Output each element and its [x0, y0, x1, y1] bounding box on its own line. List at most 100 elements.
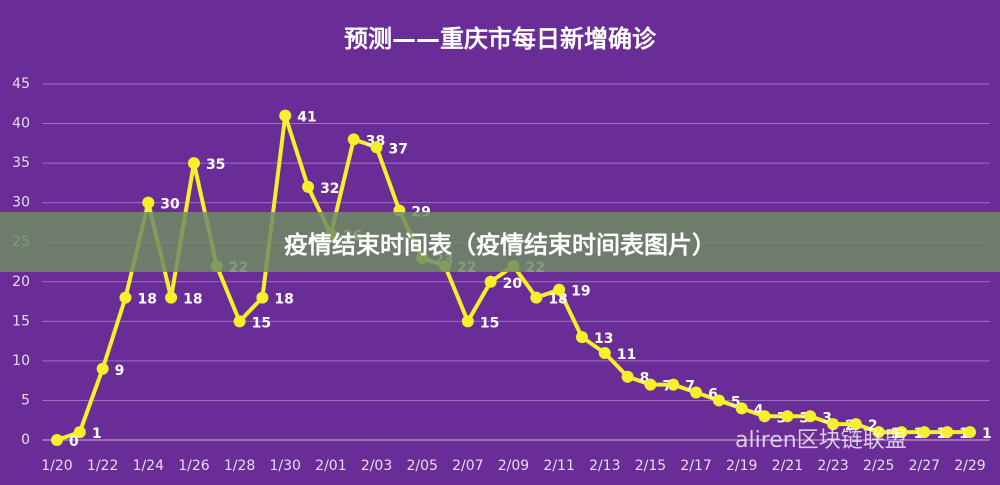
point	[964, 426, 976, 439]
data-label: 6	[708, 387, 718, 403]
data-label: 1	[92, 426, 102, 442]
data-label: 1	[982, 426, 992, 442]
data-label: 5	[731, 394, 741, 410]
point	[667, 378, 680, 391]
x-tick-label: 1/28	[224, 458, 255, 474]
data-label: 15	[480, 315, 499, 331]
x-tick-label: 2/13	[589, 458, 620, 474]
data-label: 18	[548, 292, 567, 308]
data-label: 1	[959, 426, 969, 442]
x-tick-label: 1/20	[41, 458, 72, 474]
y-tick-label: 5	[21, 392, 30, 408]
data-label: 1	[914, 426, 924, 442]
data-label: 3	[822, 410, 832, 426]
y-tick-label: 10	[12, 353, 30, 369]
data-label: 18	[274, 292, 293, 308]
point	[165, 291, 178, 304]
point	[781, 410, 794, 423]
point	[598, 346, 611, 359]
x-tick-label: 2/07	[452, 458, 483, 474]
y-tick-label: 30	[12, 195, 30, 211]
data-label: 7	[662, 379, 672, 395]
x-tick-label: 1/30	[270, 458, 301, 474]
banner: 疫情结束时间表（疫情结束时间表图片）	[0, 212, 1000, 272]
x-tick-label: 2/05	[406, 458, 437, 474]
x-tick-label: 2/17	[680, 458, 711, 474]
x-tick-label: 2/11	[543, 458, 574, 474]
point	[96, 362, 109, 375]
point	[51, 434, 63, 446]
data-label: 30	[160, 197, 180, 213]
point	[621, 370, 634, 383]
point	[872, 426, 885, 439]
data-label: 37	[389, 141, 408, 157]
point	[233, 315, 246, 328]
data-label: 13	[594, 331, 613, 347]
x-tick-label: 1/22	[87, 458, 118, 474]
data-label: 41	[297, 110, 316, 126]
y-tick-label: 40	[12, 116, 30, 132]
y-tick-label: 35	[12, 155, 30, 171]
y-tick-label: 45	[12, 76, 30, 92]
data-label: 3	[777, 410, 787, 426]
x-tick-label: 2/15	[635, 458, 666, 474]
data-label: 35	[206, 157, 225, 173]
data-label: 20	[503, 276, 523, 292]
point	[895, 426, 908, 439]
data-label: 2	[868, 418, 878, 434]
point	[187, 157, 200, 170]
x-tick-label: 2/03	[361, 458, 392, 474]
point	[484, 275, 497, 288]
chart-title: 预测——重庆市每日新增确诊	[344, 25, 657, 53]
point	[73, 426, 86, 439]
point	[302, 180, 315, 193]
data-label: 18	[183, 292, 202, 308]
data-label: 11	[617, 347, 636, 363]
data-label: 32	[320, 181, 339, 197]
point	[644, 378, 657, 391]
y-tick-label: 0	[21, 432, 30, 448]
data-label: 8	[640, 371, 650, 387]
data-label: 18	[137, 292, 156, 308]
data-label: 1	[936, 426, 946, 442]
point	[575, 331, 588, 344]
point	[849, 418, 862, 431]
point	[918, 426, 931, 439]
x-tick-label: 1/26	[178, 458, 210, 474]
point	[712, 394, 725, 407]
point	[827, 418, 840, 431]
point	[119, 291, 132, 304]
x-tick-label: 1/24	[133, 458, 165, 474]
point	[758, 410, 771, 423]
point	[735, 402, 748, 415]
x-tick-label: 2/27	[909, 458, 940, 474]
data-label: 9	[115, 363, 125, 379]
x-tick-label: 2/01	[315, 458, 346, 474]
point	[530, 291, 543, 304]
x-tick-label: 2/09	[498, 458, 529, 474]
point	[804, 410, 817, 423]
x-tick-label: 2/21	[772, 458, 803, 474]
x-tick-label: 2/23	[817, 458, 848, 474]
point	[347, 133, 360, 146]
data-label: 1	[891, 426, 901, 442]
x-tick-label: 2/25	[863, 458, 894, 474]
data-label: 4	[754, 402, 764, 418]
point	[690, 386, 703, 399]
point	[941, 426, 954, 439]
x-tick-label: 2/19	[726, 458, 757, 474]
point	[461, 315, 474, 328]
data-label: 7	[685, 379, 695, 395]
x-tick-label: 2/29	[954, 458, 985, 474]
data-label: 15	[252, 315, 271, 331]
point	[553, 283, 566, 296]
point	[256, 291, 269, 304]
data-label: 2	[845, 418, 855, 434]
data-label: 0	[69, 434, 79, 450]
point	[279, 109, 292, 122]
data-label: 3	[799, 410, 809, 426]
watermark: aliren区块链联盟	[735, 428, 907, 453]
point	[142, 196, 155, 209]
